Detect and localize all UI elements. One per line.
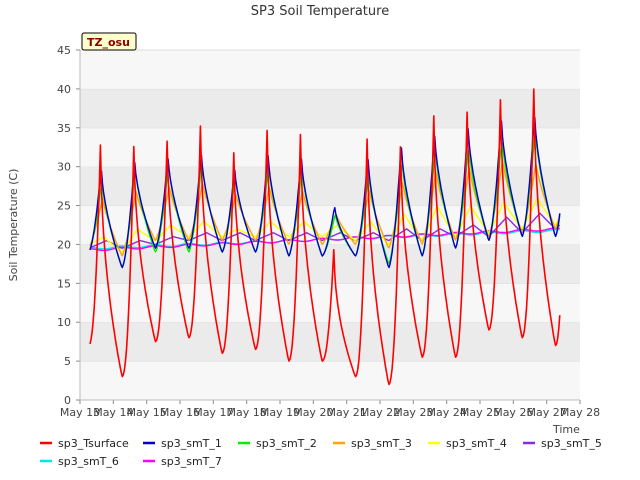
annotation-box: [81, 32, 137, 51]
legend-label-sp3_smT_5: sp3_smT_5: [541, 437, 602, 450]
y-tick-label: 35: [57, 122, 71, 135]
legend-label-sp3_smT_1: sp3_smT_1: [161, 437, 222, 450]
legend-label-sp3_smT_6: sp3_smT_6: [58, 455, 119, 468]
x-tick-label: May 26: [493, 406, 533, 419]
y-axis-label: Soil Temperature (C): [7, 169, 20, 282]
background-bands: [80, 49, 580, 400]
x-tick-label: May 13: [60, 406, 100, 419]
y-tick-label: 0: [64, 394, 71, 407]
annotation-text: TZ_osu: [87, 36, 130, 49]
tz-osu-annotation: TZ_osu: [81, 32, 137, 51]
x-tick-label: May 14: [93, 406, 133, 419]
x-tick-label: May 28: [560, 406, 600, 419]
series-layer: [89, 88, 561, 386]
x-tick-label: May 25: [460, 406, 500, 419]
grid-band: [80, 127, 580, 167]
grid-band: [80, 50, 580, 89]
series-line-sp3_smT_4: [89, 198, 561, 253]
legend-label-sp3_smT_7: sp3_smT_7: [161, 455, 222, 468]
legend-label-sp3_Tsurface: sp3_Tsurface: [58, 437, 129, 450]
x-tick-label: May 15: [127, 406, 167, 419]
series-line-sp3_smT_7: [90, 227, 560, 252]
grid-band: [80, 88, 580, 128]
y-tick-label: 45: [57, 44, 71, 57]
x-tick-label: May 20: [293, 406, 333, 419]
legend: sp3_Tsurface sp3_smT_1 sp3_smT_2 sp3_smT_3 s…: [40, 437, 602, 468]
legend-label-sp3_smT_2: sp3_smT_2: [256, 437, 317, 450]
x-tick-label: May 17: [193, 406, 233, 419]
y-axis: 0 5 10 15 20 25 30 35 40 45: [57, 44, 81, 407]
x-tick-label: May 23: [393, 406, 433, 419]
y-tick-label: 25: [57, 200, 71, 213]
legend-label-sp3_smT_4: sp3_smT_4: [446, 437, 507, 450]
x-tick-label: May 27: [527, 406, 567, 419]
x-tick-label: May 18: [227, 406, 267, 419]
y-tick-label: 10: [57, 316, 71, 329]
series-line-sp3_Tsurface: [89, 88, 561, 386]
x-tick-label: May 16: [160, 406, 200, 419]
grid-band: [80, 361, 580, 400]
x-tick-label: May 24: [427, 406, 467, 419]
y-tick-label: 40: [57, 83, 71, 96]
y-tick-label: 30: [57, 161, 71, 174]
grid-band: [80, 322, 580, 362]
y-tick-label: 15: [57, 277, 71, 290]
x-axis-label: Time: [552, 423, 580, 436]
y-tick-label: 5: [64, 355, 71, 368]
x-tick-label: May 21: [327, 406, 367, 419]
legend-label-sp3_smT_3: sp3_smT_3: [351, 437, 412, 450]
x-tick-label: May 19: [260, 406, 300, 419]
chart-title: SP3 Soil Temperature: [251, 4, 389, 19]
y-tick-label: 20: [57, 238, 71, 251]
x-tick-label: May 22: [360, 406, 400, 419]
